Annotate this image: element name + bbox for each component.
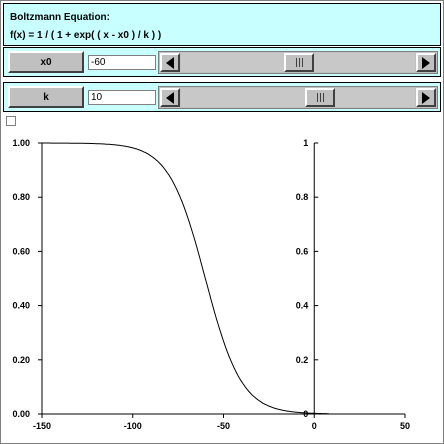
grip-line (296, 58, 297, 67)
arrow-right-icon (422, 91, 430, 104)
x0-slider[interactable] (158, 51, 438, 74)
k-slider-track[interactable] (181, 88, 415, 107)
y-right-tick-label: 0.6 (296, 246, 309, 256)
x0-slider-track[interactable] (181, 53, 415, 72)
x-tick-label: 50 (400, 421, 410, 431)
y-right-tick-label: 0.2 (296, 355, 309, 365)
y-left-tick-label: 0.60 (12, 246, 30, 256)
grip-line (323, 93, 324, 102)
x-tick-label: -50 (217, 421, 230, 431)
y-left-tick-label: 0.80 (12, 192, 30, 202)
param-row-x0: x0 (3, 47, 441, 77)
x0-slider-thumb[interactable] (284, 53, 314, 72)
y-left-tick-label: 1.00 (12, 138, 30, 148)
y-right-tick-label: 1 (303, 138, 308, 148)
x0-scroll-right-button[interactable] (416, 53, 436, 72)
x0-scroll-left-button[interactable] (160, 53, 180, 72)
x-tick-label: -150 (33, 421, 51, 431)
boltzmann-curve (42, 142, 329, 415)
y-right-tick-label: 0.8 (296, 192, 309, 202)
y-left-tick-label: 0.00 (12, 409, 30, 419)
k-scroll-right-button[interactable] (416, 88, 436, 107)
grip-line (299, 58, 300, 67)
k-button[interactable]: k (8, 86, 84, 108)
plot-axes (41, 143, 405, 415)
plot-ticks: -150 -100 -50 0 50 0.00 0 0.20 0.2 0.40 0.4 0.60 0.6… (12, 138, 410, 431)
k-input[interactable] (88, 90, 156, 105)
y-right-tick-label: 0.4 (296, 301, 309, 311)
grip-line (320, 93, 321, 102)
arrow-right-icon (422, 56, 430, 69)
grip-line (302, 58, 303, 67)
k-scroll-left-button[interactable] (160, 88, 180, 107)
y-right-tick-label: 0 (303, 409, 308, 419)
equation-title: Boltzmann Equation: (10, 12, 110, 23)
arrow-left-icon (166, 91, 174, 104)
grip-line (317, 93, 318, 102)
k-slider[interactable] (158, 86, 438, 109)
param-row-k: k (3, 82, 441, 112)
boltzmann-plot: -150 -100 -50 0 50 0.00 0 0.20 0.2 0.40 0.4 0.60 0.6… (12, 138, 410, 431)
arrow-left-icon (166, 56, 174, 69)
k-slider-thumb[interactable] (305, 88, 335, 107)
x0-button[interactable]: x0 (8, 51, 84, 73)
x0-input[interactable] (88, 55, 156, 70)
y-left-tick-label: 0.40 (12, 301, 30, 311)
x-tick-label: 0 (312, 421, 317, 431)
equation-formula: f(x) = 1 / ( 1 + exp( ( x - x0 ) / k ) ) (10, 30, 162, 41)
x-tick-label: -100 (124, 421, 142, 431)
y-left-tick-label: 0.20 (12, 355, 30, 365)
checkbox[interactable] (6, 116, 16, 126)
equation-header: Boltzmann Equation: f(x) = 1 / ( 1 + exp… (3, 3, 441, 46)
